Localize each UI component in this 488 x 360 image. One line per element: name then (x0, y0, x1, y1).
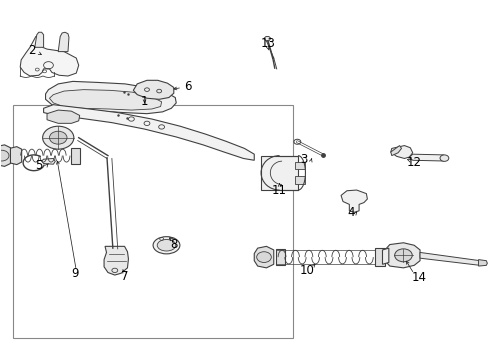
Polygon shape (382, 248, 388, 264)
Circle shape (42, 126, 74, 149)
Circle shape (439, 155, 448, 161)
Polygon shape (408, 154, 445, 161)
Text: 14: 14 (411, 271, 426, 284)
Circle shape (256, 252, 271, 262)
Polygon shape (49, 90, 161, 110)
Polygon shape (261, 156, 298, 190)
Circle shape (394, 249, 411, 262)
Text: 3: 3 (300, 153, 307, 166)
Text: 11: 11 (271, 184, 286, 197)
Text: 6: 6 (184, 80, 191, 93)
Polygon shape (58, 32, 69, 51)
Polygon shape (43, 105, 254, 160)
Text: 2: 2 (28, 44, 35, 57)
Ellipse shape (157, 239, 175, 251)
Text: 5: 5 (35, 159, 42, 172)
Ellipse shape (153, 237, 180, 254)
Polygon shape (35, 32, 43, 47)
Polygon shape (340, 190, 366, 212)
Text: 1: 1 (141, 95, 148, 108)
Circle shape (0, 150, 9, 161)
Polygon shape (390, 145, 401, 156)
Polygon shape (295, 162, 305, 169)
Text: 9: 9 (71, 267, 79, 280)
Polygon shape (276, 249, 285, 265)
Polygon shape (478, 260, 487, 266)
Circle shape (49, 131, 67, 144)
Polygon shape (384, 243, 419, 268)
Polygon shape (45, 81, 176, 114)
Polygon shape (264, 37, 270, 41)
Text: 12: 12 (406, 156, 421, 169)
Polygon shape (0, 145, 10, 166)
Polygon shape (71, 148, 80, 163)
Text: 8: 8 (170, 238, 177, 251)
Text: 4: 4 (346, 206, 354, 219)
Text: 10: 10 (299, 264, 314, 277)
Polygon shape (47, 110, 80, 123)
Text: 7: 7 (121, 270, 128, 283)
Bar (13, 105, 293, 338)
Polygon shape (419, 252, 481, 265)
Polygon shape (41, 158, 55, 164)
Polygon shape (104, 246, 128, 275)
Polygon shape (390, 145, 412, 158)
Polygon shape (3, 147, 21, 165)
Polygon shape (374, 248, 384, 266)
Polygon shape (133, 80, 173, 99)
Polygon shape (254, 246, 273, 268)
Polygon shape (295, 176, 305, 184)
Polygon shape (20, 34, 79, 76)
Text: 13: 13 (260, 37, 275, 50)
